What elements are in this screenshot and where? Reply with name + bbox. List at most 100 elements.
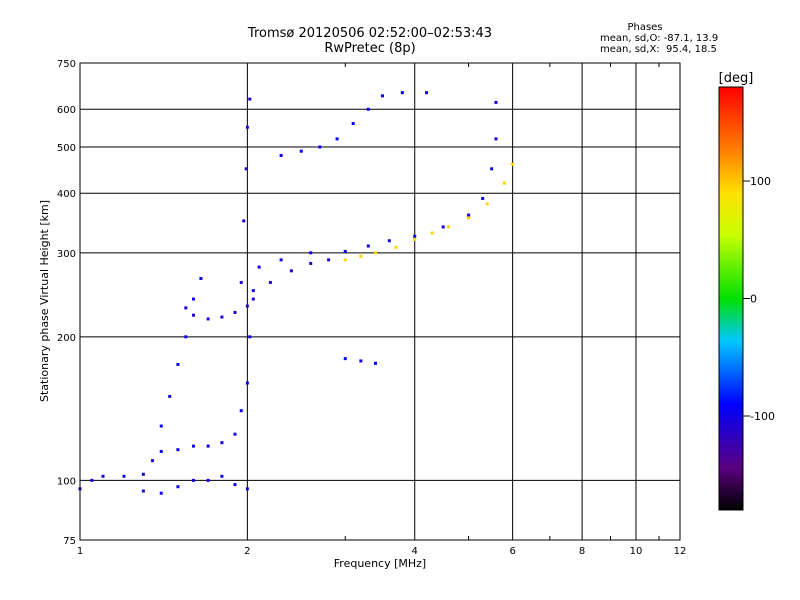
echo-point bbox=[242, 219, 246, 223]
x-tick-label: 10 bbox=[630, 546, 643, 557]
echo-point bbox=[251, 289, 255, 293]
echo-point bbox=[220, 441, 224, 445]
echo-point bbox=[233, 310, 237, 314]
echo-point bbox=[494, 137, 498, 141]
echo-point bbox=[373, 251, 377, 255]
x-axis-label: Frequency [MHz] bbox=[334, 557, 426, 570]
y-tick-label: 300 bbox=[57, 249, 76, 260]
echo-point bbox=[159, 491, 163, 495]
y-tick-label: 100 bbox=[57, 476, 76, 487]
echo-point bbox=[233, 483, 237, 487]
echo-point bbox=[245, 125, 249, 129]
echo-point bbox=[251, 297, 255, 301]
echo-point bbox=[159, 449, 163, 453]
echo-point bbox=[206, 444, 210, 448]
x-tick-label: 6 bbox=[509, 546, 515, 557]
echo-point bbox=[101, 474, 105, 478]
phases-x-stats: mean, sd,X: 95.4, 18.5 bbox=[600, 44, 717, 55]
echo-point bbox=[481, 196, 485, 200]
echo-point bbox=[327, 258, 331, 262]
echo-point bbox=[289, 269, 293, 273]
echo-point bbox=[245, 381, 249, 385]
echo-point bbox=[268, 280, 272, 284]
echo-point bbox=[176, 362, 180, 366]
colorbar-tick-label: 100 bbox=[750, 175, 771, 188]
echo-point bbox=[279, 153, 283, 157]
echo-point bbox=[159, 424, 163, 428]
echo-point bbox=[366, 244, 370, 248]
echo-point bbox=[430, 231, 434, 235]
echo-point bbox=[220, 315, 224, 319]
echo-point bbox=[184, 306, 188, 310]
echo-point bbox=[343, 357, 347, 361]
echo-point bbox=[387, 239, 391, 243]
echo-point bbox=[206, 317, 210, 321]
echo-point bbox=[467, 216, 471, 220]
echo-point bbox=[335, 137, 339, 141]
echo-point bbox=[176, 448, 180, 452]
echo-point bbox=[299, 149, 303, 153]
echo-point bbox=[191, 478, 195, 482]
echo-point bbox=[245, 487, 249, 491]
echo-point bbox=[425, 91, 429, 95]
echo-point bbox=[309, 251, 313, 255]
echo-point bbox=[485, 202, 489, 206]
echo-point bbox=[441, 225, 445, 229]
y-tick-label: 75 bbox=[63, 536, 76, 547]
echo-point bbox=[359, 359, 363, 363]
colorbar-tick-label: 0 bbox=[750, 293, 757, 306]
echo-point bbox=[191, 297, 195, 301]
echo-point bbox=[168, 394, 172, 398]
echo-point bbox=[413, 234, 417, 238]
echo-point bbox=[150, 459, 154, 463]
echo-point bbox=[394, 245, 398, 249]
echo-point bbox=[184, 335, 188, 339]
plot-frame bbox=[79, 62, 681, 541]
echo-point bbox=[511, 162, 515, 166]
x-tick-label: 4 bbox=[412, 546, 418, 557]
echo-point bbox=[494, 100, 498, 104]
echo-point bbox=[279, 258, 283, 262]
y-axis-label: Stationary phase Virtual Height [km] bbox=[38, 200, 51, 402]
echo-point bbox=[248, 97, 252, 101]
echo-point bbox=[191, 444, 195, 448]
echo-point bbox=[502, 181, 506, 185]
echo-point bbox=[176, 485, 180, 489]
echo-point bbox=[244, 167, 248, 171]
x-tick-label: 1 bbox=[77, 546, 83, 557]
y-tick-label: 200 bbox=[57, 333, 76, 344]
echo-point bbox=[122, 474, 126, 478]
echo-point bbox=[413, 237, 417, 241]
x-tick-label: 12 bbox=[674, 546, 687, 557]
x-tick-label: 2 bbox=[244, 546, 250, 557]
echo-point bbox=[343, 258, 347, 262]
y-tick-label: 750 bbox=[57, 59, 76, 70]
echo-point bbox=[490, 167, 494, 171]
echo-point bbox=[239, 280, 243, 284]
echo-point bbox=[467, 213, 471, 217]
echo-point bbox=[257, 265, 261, 269]
echo-point bbox=[239, 409, 243, 413]
phases-o-stats: mean, sd,O: -87.1, 13.9 bbox=[600, 33, 719, 44]
y-tick-label: 400 bbox=[57, 189, 76, 200]
echo-point bbox=[233, 432, 237, 436]
colorbar-unit-label: [deg] bbox=[719, 71, 754, 86]
echo-point bbox=[141, 489, 145, 493]
echo-point bbox=[351, 122, 355, 126]
colorbar-tick-label: -100 bbox=[750, 410, 775, 423]
chart-subtitle: RwPretec (8p) bbox=[324, 41, 416, 56]
echo-point bbox=[366, 107, 370, 111]
echo-point bbox=[206, 478, 210, 482]
echo-point bbox=[373, 361, 377, 365]
echo-point bbox=[309, 261, 313, 265]
echo-point bbox=[380, 94, 384, 98]
echo-point bbox=[318, 145, 322, 149]
echo-point bbox=[90, 478, 94, 482]
y-tick-label: 600 bbox=[57, 105, 76, 116]
echo-point bbox=[191, 313, 195, 317]
phases-heading: Phases bbox=[627, 22, 663, 33]
echo-point bbox=[359, 254, 363, 258]
echo-point bbox=[220, 474, 224, 478]
echo-point bbox=[248, 335, 252, 339]
